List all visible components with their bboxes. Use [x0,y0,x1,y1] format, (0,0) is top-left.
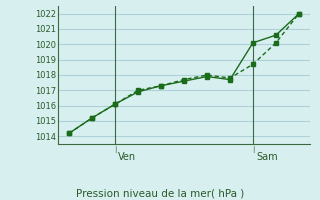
Text: |: | [252,146,254,153]
Text: |: | [114,146,116,153]
Text: Sam: Sam [256,152,278,162]
Text: Pression niveau de la mer( hPa ): Pression niveau de la mer( hPa ) [76,188,244,198]
Text: Ven: Ven [118,152,136,162]
